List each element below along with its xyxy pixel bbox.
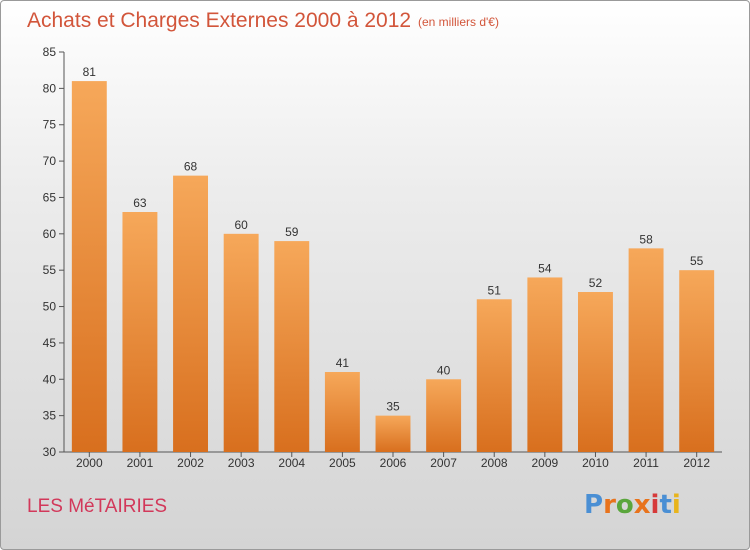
y-tick-label: 80 <box>43 81 57 95</box>
value-label-2010: 52 <box>589 276 603 290</box>
y-tick-label: 60 <box>43 227 57 241</box>
x-tick-label-2002: 2002 <box>177 456 204 470</box>
bar-2012[interactable] <box>679 270 715 452</box>
value-label-2008: 51 <box>488 283 502 297</box>
bar-2006[interactable] <box>375 415 411 452</box>
logo-letter: x <box>633 490 651 520</box>
y-tick-label: 45 <box>43 336 57 350</box>
value-label-2004: 59 <box>285 225 299 239</box>
y-tick-label: 35 <box>43 409 57 423</box>
bar-2003[interactable] <box>223 233 259 452</box>
chart-title: Achats et Charges Externes 2000 à 2012 <box>27 9 412 32</box>
bar-2008[interactable] <box>476 299 512 452</box>
value-label-2007: 40 <box>437 363 451 377</box>
value-label-2002: 68 <box>184 160 198 174</box>
value-label-2011: 58 <box>639 232 653 246</box>
chart-unit: (en milliers d'€) <box>418 15 499 29</box>
bar-2007[interactable] <box>426 379 462 452</box>
value-label-2001: 63 <box>133 196 147 210</box>
x-tick-label-2012: 2012 <box>683 456 710 470</box>
x-tick-label-2004: 2004 <box>278 456 305 470</box>
chart-value-labels: 81 63 68 60 59 41 35 40 51 54 52 58 55 <box>83 65 704 414</box>
chart-bars <box>71 81 715 453</box>
y-tick-label: 65 <box>43 190 57 204</box>
y-tick-label: 50 <box>43 300 57 314</box>
y-tick-label: 70 <box>43 154 57 168</box>
value-label-2003: 60 <box>234 218 248 232</box>
bar-2000[interactable] <box>71 81 107 452</box>
proxiti-logo[interactable]: Proxiti <box>584 490 681 520</box>
logo-letter: t <box>659 490 672 520</box>
bar-2002[interactable] <box>173 175 209 453</box>
value-label-2006: 35 <box>386 400 400 414</box>
x-tick-label-2006: 2006 <box>380 456 407 470</box>
y-tick-label: 40 <box>43 372 57 386</box>
bar-2009[interactable] <box>527 277 563 452</box>
y-tick-label: 55 <box>43 263 57 277</box>
y-tick-label: 85 <box>43 45 57 59</box>
x-tick-label-2007: 2007 <box>430 456 457 470</box>
x-tick-label-2009: 2009 <box>531 456 558 470</box>
bar-2011[interactable] <box>628 248 664 452</box>
commune-name: LES MéTAIRIES <box>27 496 168 517</box>
logo-letter: o <box>615 490 634 520</box>
bar-2010[interactable] <box>577 292 613 452</box>
x-tick-label-2008: 2008 <box>481 456 508 470</box>
logo-letter: r <box>603 490 616 520</box>
logo-letter: P <box>584 490 604 520</box>
logo-letter: i <box>650 490 660 520</box>
value-label-2000: 81 <box>83 65 97 79</box>
bar-2001[interactable] <box>122 212 158 452</box>
y-tick-label: 75 <box>43 118 57 132</box>
x-tick-label-2003: 2003 <box>228 456 255 470</box>
value-label-2012: 55 <box>690 254 704 268</box>
logo-letter: i <box>671 490 681 520</box>
x-tick-label-2005: 2005 <box>329 456 356 470</box>
x-tick-label-2010: 2010 <box>582 456 609 470</box>
value-label-2005: 41 <box>336 356 350 370</box>
bar-2004[interactable] <box>274 241 310 452</box>
x-tick-label-2001: 2001 <box>127 456 154 470</box>
value-label-2009: 54 <box>538 261 552 275</box>
x-tick-label-2011: 2011 <box>633 456 659 470</box>
x-tick-label-2000: 2000 <box>76 456 103 470</box>
bar-2005[interactable] <box>324 372 360 452</box>
y-tick-label: 30 <box>43 445 57 459</box>
